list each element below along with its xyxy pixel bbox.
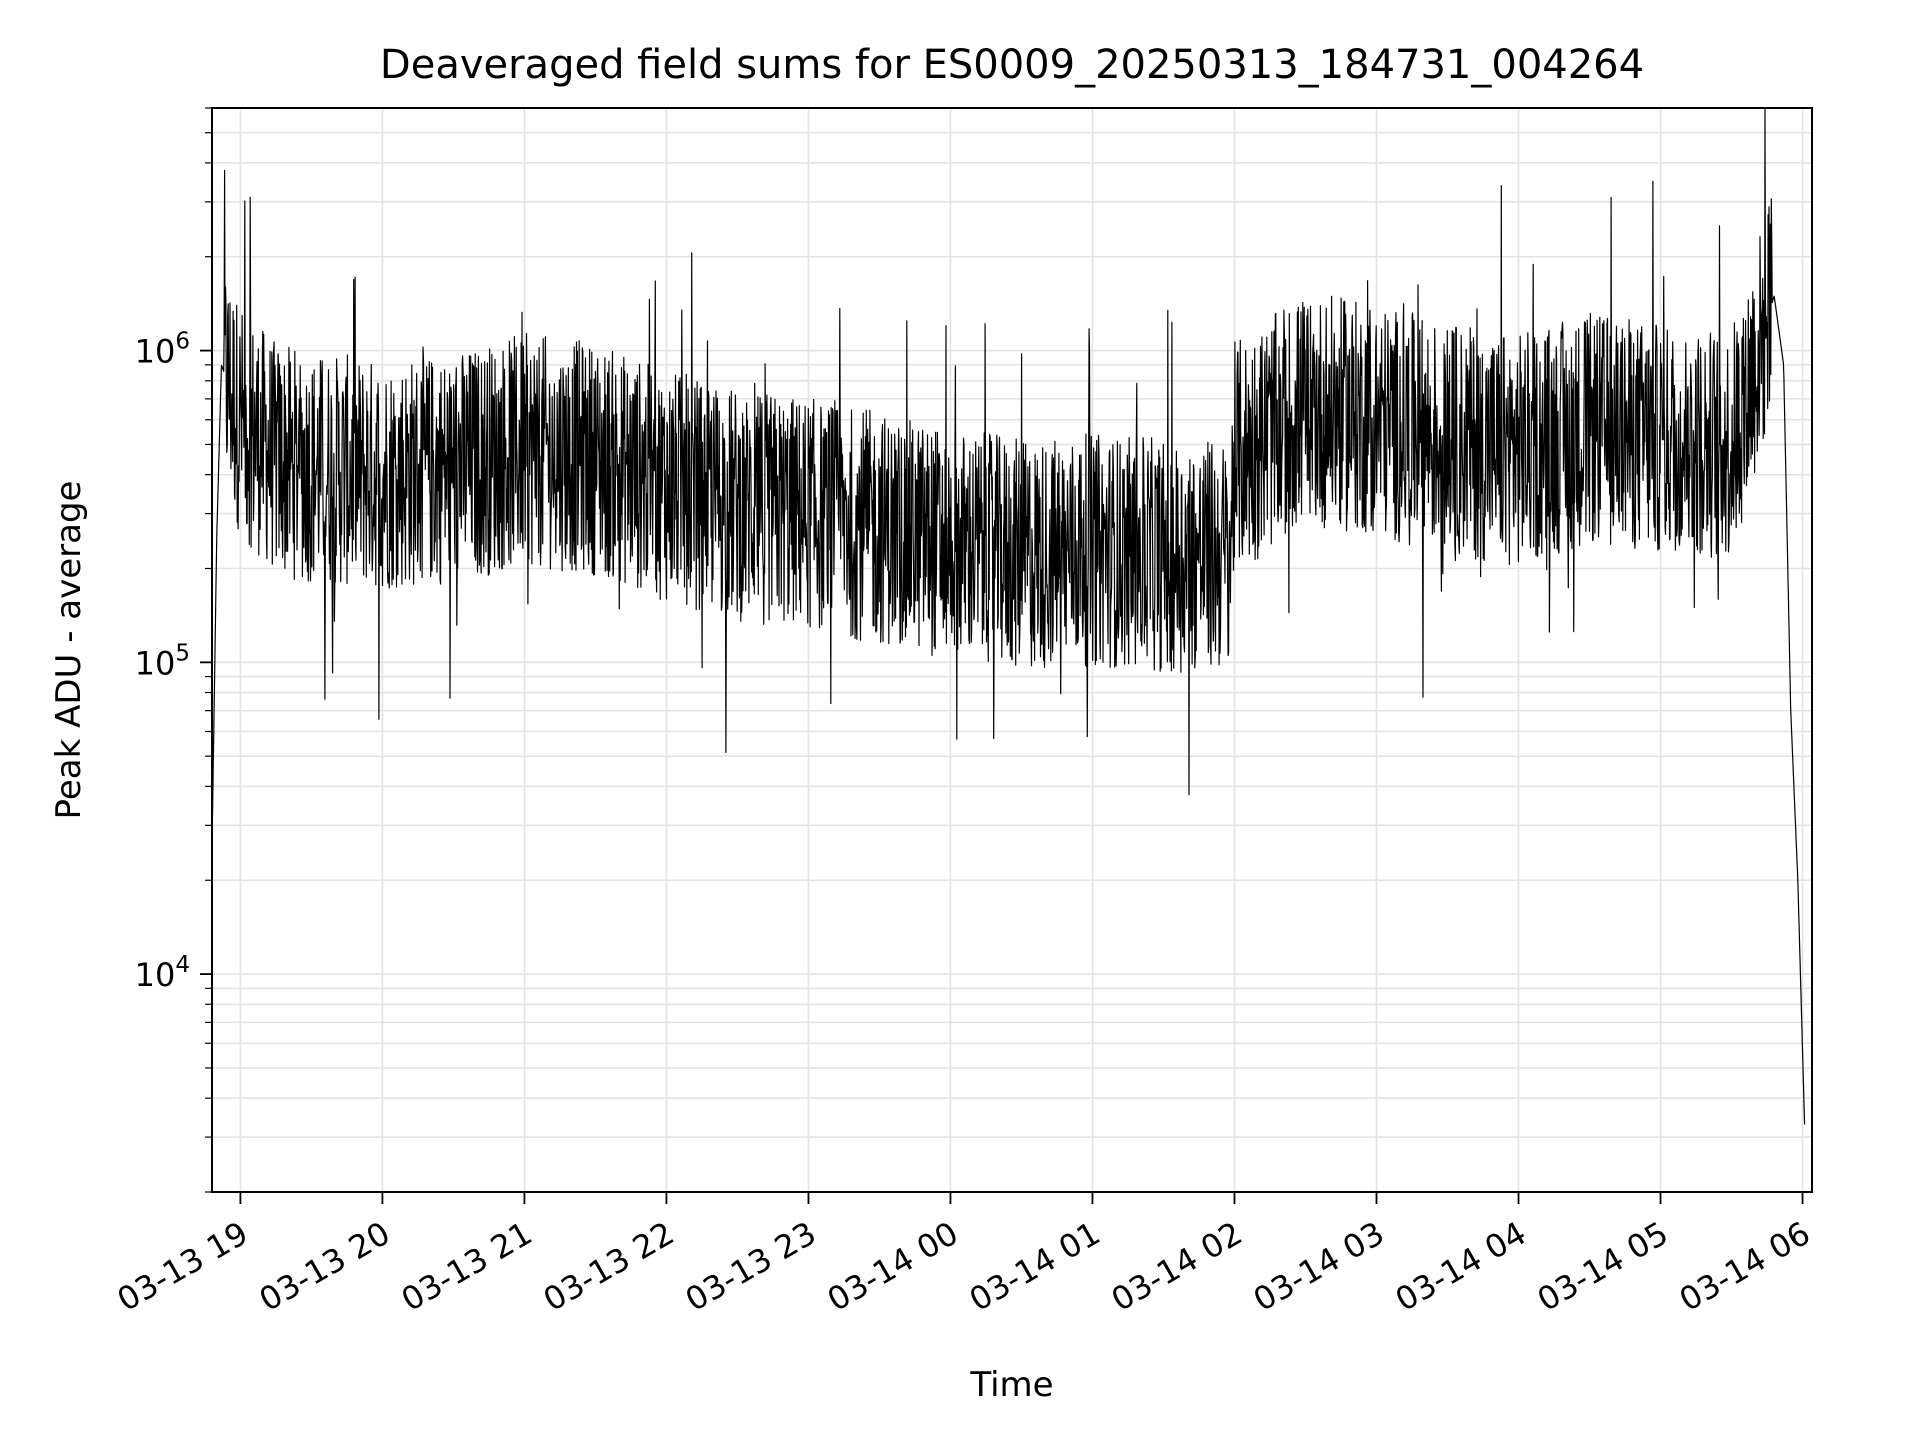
series-line (211, 107, 1806, 1125)
plot-area-frame (211, 107, 1813, 1193)
y-tick-label: 105 (135, 640, 190, 682)
y-tick-label: 106 (135, 329, 190, 371)
y-tick-labels: 104 105 106 (135, 329, 190, 995)
axis-ticks (200, 107, 1804, 1204)
x-axis-label: Time (969, 1365, 1053, 1405)
y-tick-label: 104 (135, 952, 190, 994)
y-axis-label: Peak ADU - average (49, 481, 89, 820)
chart-title: Deaveraged field sums for ES0009_2025031… (380, 42, 1644, 88)
